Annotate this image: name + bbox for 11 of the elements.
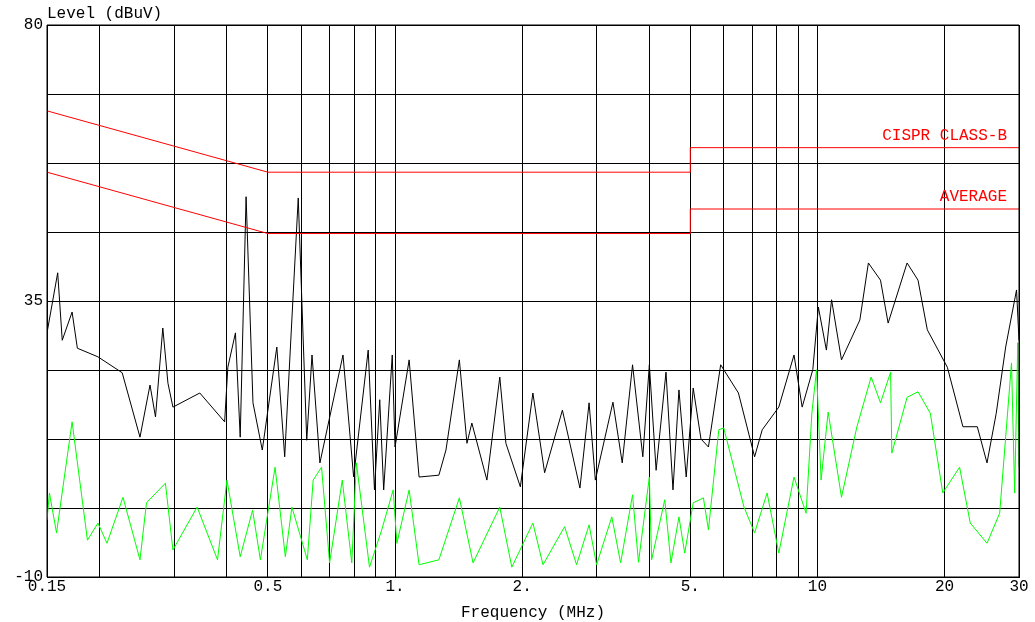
y-tick-label: 80	[23, 16, 43, 35]
x-tick-label: 0.5	[253, 577, 283, 596]
x-tick-label: 2.	[512, 577, 532, 596]
x-tick-label: 1.	[385, 577, 405, 596]
x-tick-label: 10	[807, 577, 828, 596]
y-tick-label: 35	[23, 292, 43, 311]
x-axis-title: Frequency (MHz)	[460, 603, 606, 622]
x-tick-label: 5.	[680, 577, 700, 596]
y-axis-title: Level (dBuV)	[47, 5, 163, 24]
x-tick-label: 30	[1009, 577, 1029, 596]
x-tick-label: 20	[935, 577, 955, 596]
